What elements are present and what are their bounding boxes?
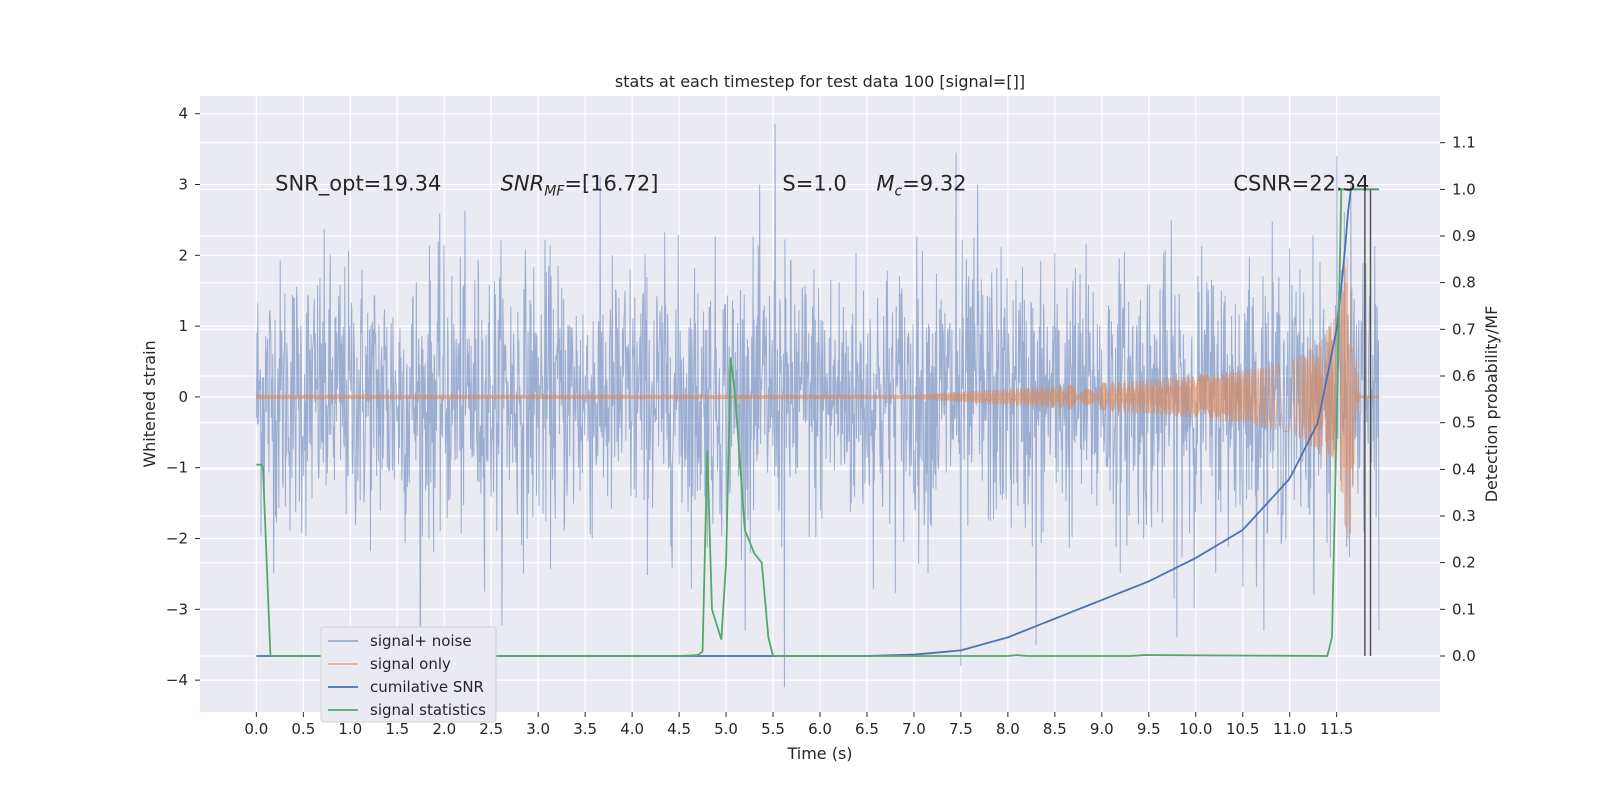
y-right-tick-label: 1.0 (1452, 180, 1476, 198)
x-tick-label: 0.0 (244, 720, 268, 738)
legend-box (320, 626, 497, 723)
y-left-tick-label: 2 (178, 246, 188, 264)
y-left-tick-label: −4 (166, 671, 188, 689)
y-right-tick-label: 1.1 (1452, 134, 1476, 152)
x-tick-label: 9.5 (1137, 720, 1161, 738)
annotation-text: SNR_opt=19.34 (275, 171, 441, 196)
y-left-tick-label: 0 (178, 388, 188, 406)
y-right-tick-label: 0.6 (1452, 367, 1476, 385)
y-right-tick-label: 0.1 (1452, 600, 1476, 618)
x-tick-label: 8.0 (996, 720, 1020, 738)
legend: signal+ noise signal only cumilative SNR si… (320, 626, 497, 723)
x-tick-label: 7.5 (949, 720, 973, 738)
legend-label: signal+ noise (370, 632, 472, 650)
signal-statistics-series (256, 188, 1379, 657)
x-axis-label: Time (s) (786, 744, 852, 763)
y-left-tick-label: 3 (178, 176, 188, 194)
signal-only-line (255, 257, 1380, 539)
x-tick-label: 3.5 (573, 720, 597, 738)
y-left-tick-label: −3 (166, 600, 188, 618)
y-right-tick-label: 0.4 (1452, 460, 1476, 478)
y-right-tick-label: 0.0 (1452, 647, 1476, 665)
x-tick-label: 10.0 (1179, 720, 1212, 738)
vertical-marker-lines (1364, 189, 1372, 656)
y-left-tick-label: −1 (166, 459, 188, 477)
legend-label: cumilative SNR (370, 678, 484, 696)
y-left-axis-ticks: −4 −3 −2 −1 0 1 2 3 4 (166, 105, 200, 689)
y-right-axis-label: Detection probability/MF (1482, 306, 1501, 503)
legend-entries: signal+ noise signal only cumilative SNR si… (328, 632, 486, 719)
x-tick-label: 6.0 (808, 720, 832, 738)
y-left-tick-label: 4 (178, 105, 188, 123)
y-right-tick-label: 0.5 (1452, 414, 1476, 432)
signal-only-series (255, 257, 1380, 539)
x-tick-label: 1.5 (385, 720, 409, 738)
legend-label: signal only (370, 655, 451, 673)
annotation-text: Mc=9.32 (876, 171, 966, 199)
y-right-tick-label: 0.8 (1452, 274, 1476, 292)
x-tick-label: 11.0 (1273, 720, 1306, 738)
x-tick-label: 3.0 (526, 720, 550, 738)
x-tick-label: 0.5 (291, 720, 315, 738)
x-tick-label: 9.0 (1090, 720, 1114, 738)
y-left-tick-label: −2 (166, 530, 188, 548)
y-right-tick-label: 0.3 (1452, 507, 1476, 525)
x-tick-label: 5.0 (714, 720, 738, 738)
annotations: SNR_opt=19.34 SNRMF=[16.72] S=1.0 Mc=9.32 CS… (275, 171, 1369, 199)
signal-noise-line (255, 123, 1380, 688)
x-axis-ticks: 0.0 0.5 1.0 1.5 2.0 2.5 3.0 3.5 4.0 4.5 5.0 5.5 6.0 6… (244, 712, 1353, 738)
y-right-tick-label: 0.7 (1452, 320, 1476, 338)
x-tick-label: 5.5 (761, 720, 785, 738)
x-tick-label: 6.5 (855, 720, 879, 738)
x-tick-label: 8.5 (1043, 720, 1067, 738)
x-tick-label: 4.0 (620, 720, 644, 738)
y-right-tick-label: 0.9 (1452, 227, 1476, 245)
chart-title: stats at each timestep for test data 100… (615, 72, 1025, 91)
signal-statistics-line (256, 188, 1379, 657)
x-tick-label: 2.5 (479, 720, 503, 738)
x-tick-label: 11.5 (1320, 720, 1353, 738)
annotation-text: SNRMF=[16.72] (501, 171, 659, 199)
x-tick-label: 10.5 (1226, 720, 1259, 738)
x-tick-label: 1.0 (338, 720, 362, 738)
legend-label: signal statistics (370, 701, 486, 719)
signal-noise-series (255, 123, 1380, 688)
x-tick-label: 4.5 (667, 720, 691, 738)
annotation-text: CSNR=22.34 (1233, 171, 1369, 195)
y-right-axis-ticks: 0.0 0.1 0.2 0.3 0.4 0.5 0.6 0.7 0.8 0.9 1.0 1.1 (1440, 134, 1476, 665)
y-right-tick-label: 0.2 (1452, 554, 1476, 572)
x-tick-label: 7.0 (902, 720, 926, 738)
y-left-tick-label: 1 (178, 317, 188, 335)
x-tick-label: 2.0 (432, 720, 456, 738)
annotation-text: S=1.0 (782, 171, 846, 195)
y-left-axis-label: Whitened strain (140, 340, 159, 467)
